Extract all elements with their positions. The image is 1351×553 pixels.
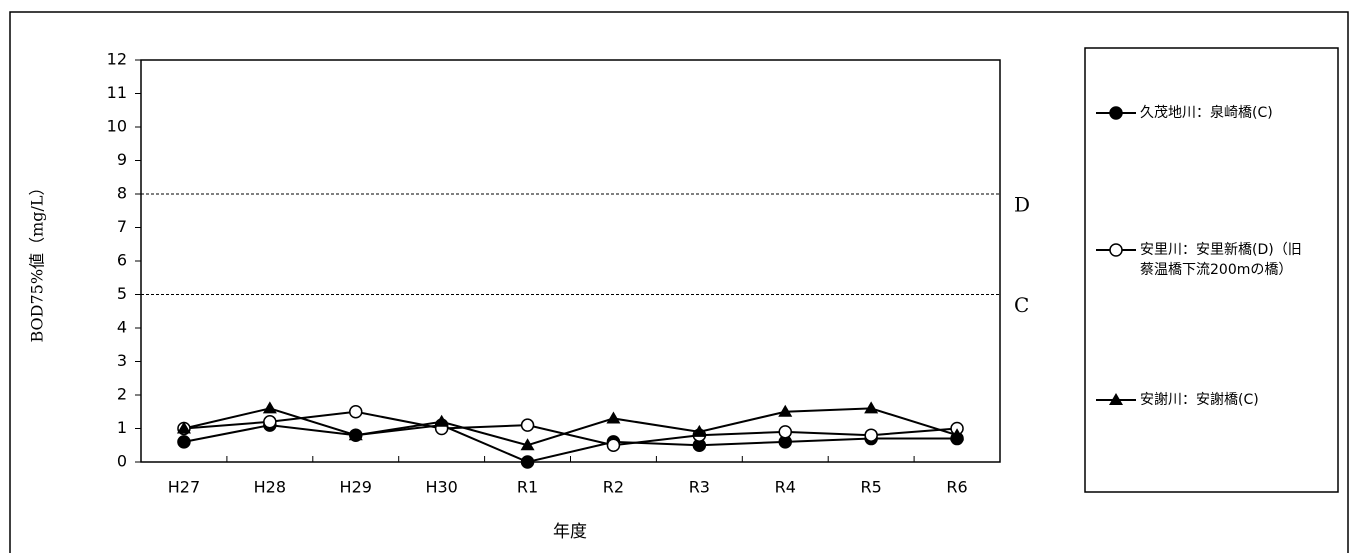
x-tick-label: R2 (603, 478, 624, 497)
marker (778, 404, 793, 417)
marker (434, 414, 449, 427)
y-tick-label: 1 (117, 418, 127, 437)
y-tick-label: 9 (117, 150, 127, 169)
y-tick-label: 11 (107, 83, 127, 102)
y-tick-label: 7 (117, 217, 127, 236)
marker (520, 455, 535, 469)
x-tick-label: H29 (340, 478, 372, 497)
marker (1109, 243, 1123, 257)
x-tick-label: H27 (168, 478, 200, 497)
marker (263, 415, 277, 429)
marker (864, 428, 878, 442)
x-axis-title: 年度 (553, 522, 587, 542)
x-tick-label: H30 (425, 478, 457, 497)
series-line (183, 424, 958, 464)
series-line (183, 410, 958, 447)
marker (778, 425, 792, 439)
legend-label: 安里川：安里新橋(D)（旧蔡温橋下流200mの橋） (1140, 242, 1302, 278)
x-tick-label: R6 (946, 478, 967, 497)
marker (1109, 106, 1123, 120)
reference-label: C (1014, 293, 1029, 317)
marker (606, 438, 621, 452)
marker (520, 438, 535, 451)
chart-border (9, 11, 1349, 553)
marker (520, 418, 535, 432)
y-tick-label: 0 (117, 452, 127, 471)
marker (1109, 393, 1123, 405)
marker (950, 428, 965, 441)
y-tick-label: 3 (117, 351, 127, 370)
marker (606, 411, 621, 424)
x-tick-label: R1 (517, 478, 538, 497)
legend-label: 安謝川：安謝橋(C) (1140, 392, 1259, 408)
marker (348, 428, 363, 441)
y-tick-label: 6 (117, 251, 127, 270)
legend-label: 久茂地川：泉崎橋(C) (1140, 105, 1273, 121)
y-tick-label: 5 (117, 284, 127, 303)
y-axis-title: BOD75%値（mg/L） (28, 180, 47, 343)
series-line (183, 407, 958, 447)
y-tick-label: 2 (117, 385, 127, 404)
y-tick-label: 8 (117, 184, 127, 203)
y-tick-label: 4 (117, 318, 127, 337)
marker (262, 401, 277, 414)
marker (692, 424, 707, 437)
marker (176, 421, 191, 434)
x-tick-label: R4 (775, 478, 796, 497)
marker (864, 401, 879, 414)
marker (349, 405, 363, 419)
y-tick-label: 12 (107, 50, 127, 69)
y-tick-label: 10 (107, 117, 127, 136)
x-tick-label: R3 (689, 478, 710, 497)
legend-box (1084, 47, 1339, 493)
x-tick-label: H28 (254, 478, 286, 497)
reference-label: D (1014, 193, 1030, 217)
x-tick-label: R5 (861, 478, 882, 497)
marker (177, 435, 191, 449)
